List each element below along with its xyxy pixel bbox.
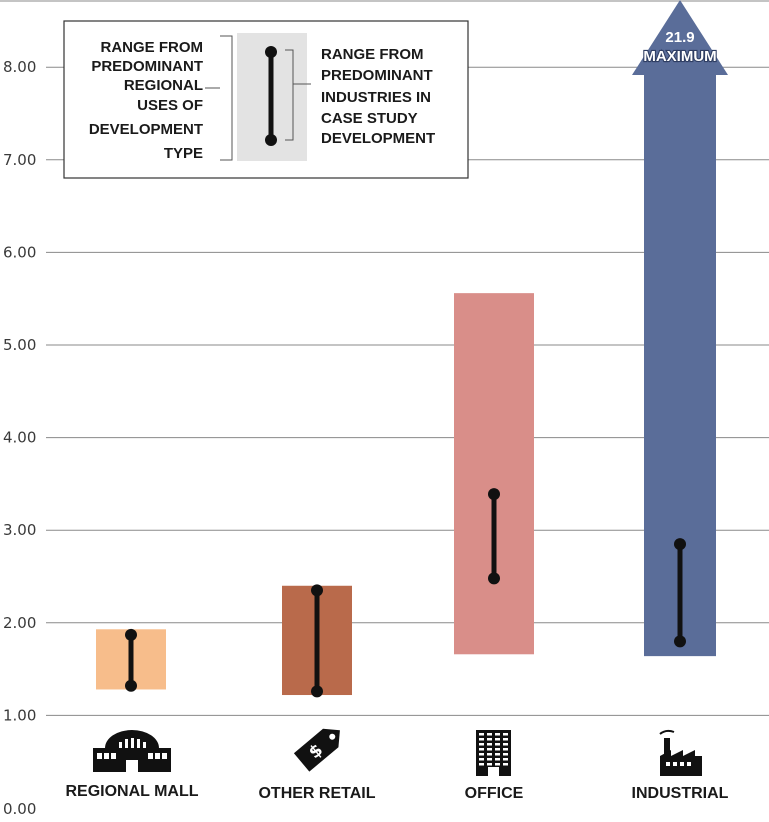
- maximum-label: 21.9 MAXIMUM: [642, 29, 718, 66]
- case-study-low-dot: [488, 572, 500, 585]
- category-label-office: OFFICE: [465, 785, 524, 802]
- mall-icon: [93, 730, 171, 772]
- y-tick-label: 2.00: [3, 614, 36, 632]
- office-building-icon: [476, 730, 511, 776]
- legend-regional-line-6: TYPE: [164, 145, 203, 162]
- price-tag-icon: $: [293, 728, 340, 772]
- legend-regional-line-5: DEVELOPMENT: [89, 121, 203, 138]
- maximum-text: MAXIMUM: [643, 48, 716, 65]
- legend-case-line-1: RANGE FROM: [321, 46, 424, 63]
- legend-case-line-3: INDUSTRIES IN: [321, 89, 431, 106]
- legend-case-dot-bottom: [265, 134, 277, 146]
- y-tick-label: 7.00: [3, 151, 36, 169]
- legend-bracket-left: [205, 35, 233, 161]
- case-study-high-dot: [125, 628, 137, 641]
- regional-range-bar-arrow: [632, 0, 728, 657]
- case-study-low-dot: [125, 679, 137, 692]
- y-tick-label: 4.00: [3, 429, 36, 447]
- y-tick-label: 3.00: [3, 521, 36, 539]
- legend-regional-line-2: PREDOMINANT: [91, 58, 203, 75]
- legend-case-line-4: CASE STUDY: [321, 110, 418, 127]
- maximum-value: 21.9: [665, 29, 694, 46]
- case-study-high-dot: [488, 488, 500, 501]
- category-label-regional-mall: REGIONAL MALL: [65, 783, 198, 800]
- legend-regional-line-3: REGIONAL: [124, 77, 203, 94]
- y-tick-label: 8.00: [3, 58, 36, 76]
- y-axis-ticks: 0.00 1.00 2.00 3.00 4.00 5.00 6.00 7.00 8.00: [3, 58, 36, 818]
- y-tick-label: 6.00: [3, 243, 36, 261]
- case-study-low-dot: [674, 635, 686, 648]
- y-tick-label: 1.00: [3, 706, 36, 724]
- category-label-industrial: INDUSTRIAL: [632, 785, 729, 802]
- legend-case-line-5: DEVELOPMENT: [321, 130, 435, 147]
- category-label-other-retail: OTHER RETAIL: [258, 785, 375, 802]
- legend-case-dot-top: [265, 46, 277, 58]
- y-tick-label: 0.00: [3, 800, 36, 818]
- case-study-low-dot: [311, 685, 323, 698]
- factory-icon: [659, 729, 702, 776]
- case-study-high-dot: [311, 584, 323, 597]
- case-study-ranges: [125, 488, 686, 698]
- legend-regional-line-4: USES OF: [137, 97, 203, 114]
- regional-range-bar: [454, 293, 534, 655]
- legend-bracket-right: [285, 49, 311, 141]
- legend: RANGE FROM PREDOMINANT REGIONAL USES OF …: [63, 20, 469, 179]
- legend-case-line-2: PREDOMINANT: [321, 67, 433, 84]
- legend-regional-line-1: RANGE FROM: [101, 39, 204, 56]
- case-study-high-dot: [674, 538, 686, 551]
- y-tick-label: 5.00: [3, 336, 36, 354]
